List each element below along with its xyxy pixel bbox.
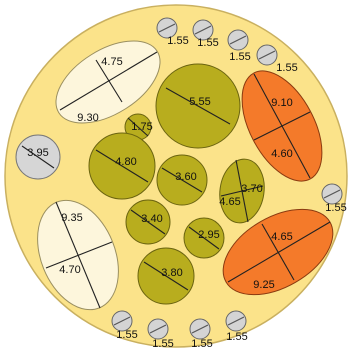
- label: 5.55: [189, 96, 210, 108]
- label: 4.65: [219, 196, 240, 208]
- label: 4.65: [271, 231, 292, 243]
- dimension-line: [95, 59, 123, 103]
- label: 1.55: [191, 338, 212, 350]
- pin: [227, 29, 249, 51]
- label: 1.55: [197, 37, 218, 49]
- label: 1.75: [131, 121, 152, 133]
- label: 4.60: [271, 148, 292, 160]
- label: 1.55: [116, 329, 137, 341]
- dimension-line: [130, 209, 166, 235]
- label: 9.25: [253, 279, 274, 291]
- label: 4.75: [101, 56, 122, 68]
- pin: [156, 17, 178, 39]
- dimension-line: [220, 185, 264, 197]
- pin: [225, 310, 247, 332]
- dimension-line: [253, 111, 311, 141]
- dimension-line: [21, 145, 55, 169]
- label: 9.10: [271, 97, 292, 109]
- label: 1.55: [325, 202, 346, 214]
- dimension-line: [143, 261, 189, 291]
- label: 3.60: [175, 171, 196, 183]
- dimension-line: [45, 241, 113, 269]
- dimension-line: [161, 167, 203, 193]
- dimension-line: [165, 87, 231, 125]
- pin: [256, 44, 278, 66]
- label: 4.80: [115, 156, 136, 168]
- pin: [147, 318, 169, 340]
- dimension-line: [227, 221, 331, 283]
- label: 4.70: [59, 264, 80, 276]
- label: 3.95: [27, 147, 48, 159]
- label: 1.55: [167, 35, 188, 47]
- label: 1.55: [152, 338, 173, 350]
- dimension-line: [188, 226, 220, 250]
- pin: [192, 19, 214, 41]
- ellipse: [55, 40, 161, 124]
- dimension-line: [127, 117, 149, 137]
- dimension-line: [95, 149, 149, 183]
- label: 1.55: [226, 331, 247, 343]
- label: 1.55: [229, 51, 250, 63]
- dimension-line: [261, 223, 295, 281]
- label: 2.95: [198, 229, 219, 241]
- label: 3.40: [141, 213, 162, 225]
- label: 3.80: [161, 267, 182, 279]
- label: 9.30: [77, 112, 98, 124]
- pin: [189, 318, 211, 340]
- label: 9.35: [61, 212, 82, 224]
- pin: [321, 183, 343, 205]
- pin: [111, 310, 133, 332]
- label: 3.70: [241, 183, 262, 195]
- label: 1.55: [276, 62, 297, 74]
